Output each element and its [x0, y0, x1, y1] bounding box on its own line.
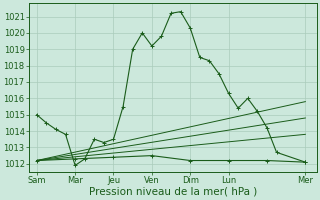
X-axis label: Pression niveau de la mer( hPa ): Pression niveau de la mer( hPa )	[89, 187, 257, 197]
